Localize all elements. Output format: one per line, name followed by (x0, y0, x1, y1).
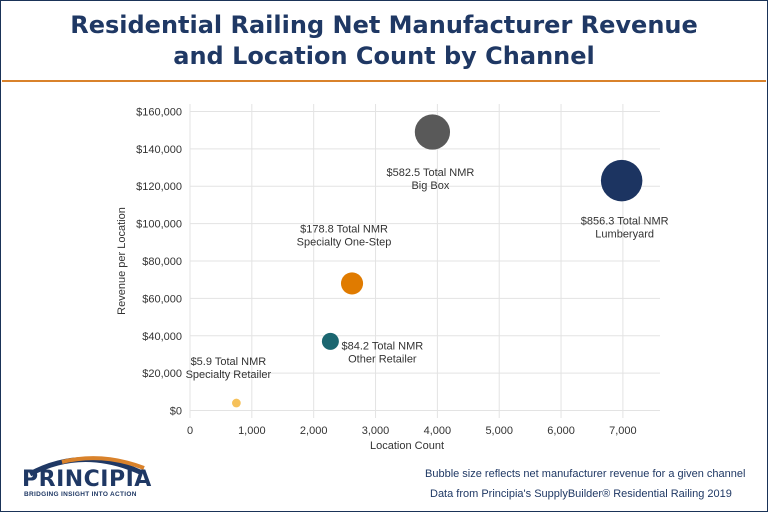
principia-logo: PRINCIPIA BRIDGING INSIGHT INTO ACTION (22, 450, 162, 502)
bubble-point (231, 398, 241, 408)
bubble-label-channel: Big Box (411, 180, 449, 192)
y-tick-label: $140,000 (136, 144, 182, 156)
bubble-label-value: $178.8 Total NMR (300, 223, 388, 235)
y-tick-label: $80,000 (142, 256, 182, 268)
bubble-label-value: $582.5 Total NMR (386, 167, 474, 179)
x-tick-label: 6,000 (547, 425, 575, 437)
y-tick-label: $0 (170, 406, 182, 418)
bubble-point (600, 159, 643, 202)
y-tick-label: $160,000 (136, 106, 182, 118)
title-line-2: and Location Count by Channel (173, 42, 595, 70)
footnote-data-source: Data from Principia's SupplyBuilder® Res… (430, 488, 732, 500)
y-tick-label: $40,000 (142, 331, 182, 343)
x-tick-label: 2,000 (300, 425, 328, 437)
title-divider (2, 80, 766, 82)
bubble-point (340, 272, 364, 295)
title-line-1: Residential Railing Net Manufacturer Rev… (70, 11, 698, 39)
bubble-label-channel: Specialty Retailer (186, 369, 272, 381)
y-tick-label: $120,000 (136, 181, 182, 193)
x-axis-title: Location Count (370, 440, 444, 452)
logo-arc-icon (28, 456, 145, 477)
footnote-bubble-size: Bubble size reflects net manufacturer re… (425, 468, 746, 480)
bubble-label-value: $5.9 Total NMR (191, 356, 267, 368)
bubble-label-channel: Other Retailer (348, 353, 417, 365)
y-axis-title: Revenue per Location (116, 207, 128, 315)
y-tick-label: $100,000 (136, 219, 182, 231)
logo-wordmark: PRINCIPIA (22, 467, 152, 492)
y-tick-label: $20,000 (142, 368, 182, 380)
chart-title: Residential Railing Net Manufacturer Rev… (0, 10, 768, 72)
x-tick-label: 4,000 (424, 425, 452, 437)
y-tick-label: $60,000 (142, 293, 182, 305)
bubble-point (321, 332, 339, 350)
bubble-label-channel: Specialty One-Step (297, 236, 392, 248)
x-tick-label: 3,000 (362, 425, 390, 437)
x-tick-label: 7,000 (609, 425, 637, 437)
bubble-point (414, 114, 451, 150)
x-tick-label: 0 (187, 425, 193, 437)
x-tick-label: 1,000 (238, 425, 266, 437)
bubble-label-value: $856.3 Total NMR (581, 216, 669, 228)
bubble-label-channel: Lumberyard (595, 229, 654, 241)
logo-tagline: BRIDGING INSIGHT INTO ACTION (24, 491, 137, 498)
x-tick-label: 5,000 (485, 425, 513, 437)
bubble-label-value: $84.2 Total NMR (342, 340, 424, 352)
